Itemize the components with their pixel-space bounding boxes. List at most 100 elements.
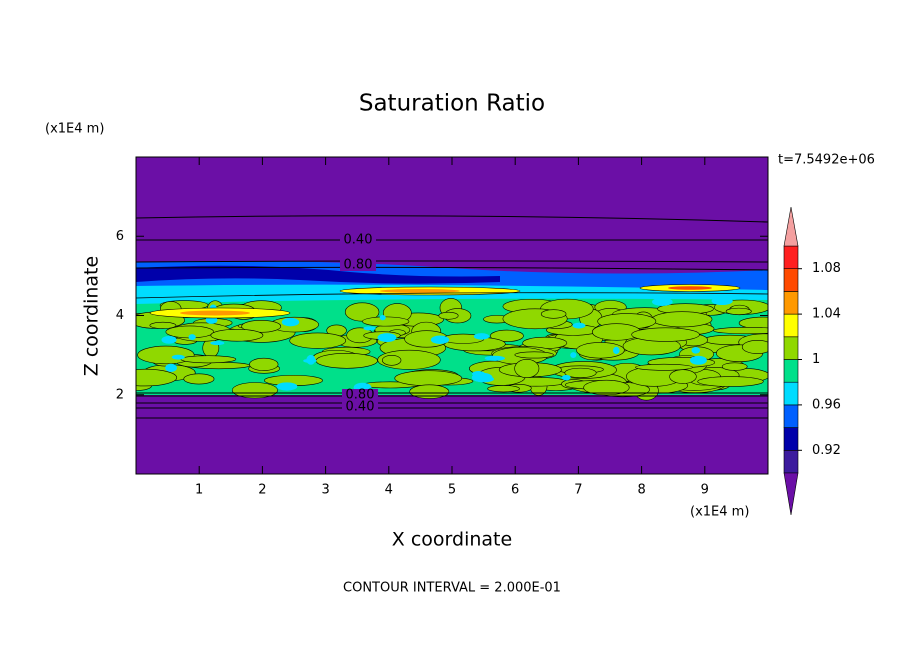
colorbar-tick-label: 0.96 [812,397,841,412]
colorbar-over [783,206,799,247]
field-patch [241,319,282,333]
field-patch [576,342,625,359]
field-patch [514,358,540,379]
field-patch [652,297,673,307]
field-patch [572,322,586,329]
contour-label-bg [340,234,376,246]
field-patch [741,339,768,354]
contour-label: 0.40 [346,400,375,415]
field-streak [668,286,712,290]
colorbar-bin [783,291,799,315]
field-patch [362,316,410,327]
field-patch [381,354,402,366]
x-tick-label: 7 [574,483,582,498]
contour-label-bg [342,401,378,413]
colorbar-tick-label: 1.04 [812,307,841,322]
contour-label: 0.80 [344,258,373,273]
field-patch [379,314,386,321]
field-patch [697,376,764,387]
contour-label: 0.80 [346,388,375,403]
x-tick-label: 8 [637,483,645,498]
field-patch [306,354,316,365]
field-patch [183,373,215,385]
field-patch [136,292,768,299]
contour-line [136,266,768,271]
y-axis-label: Z coordinate [81,256,103,376]
x-tick-label: 5 [448,483,456,498]
field-patch [583,379,630,396]
time-label: t=7.5492e+06 [778,153,875,168]
x-tick-label: 3 [321,483,329,498]
field-patch [635,363,693,371]
colorbar-bin [783,359,799,383]
field-patch [438,311,459,320]
field-patch [180,355,237,364]
x-tick-label: 6 [511,483,519,498]
field-patch [689,355,707,365]
field-patch [136,368,178,387]
field-patch [564,367,597,378]
colorbar-bin [783,313,799,338]
field-patch [165,363,177,372]
field-patch [473,333,490,340]
x-unit: (x1E4 m) [690,505,749,520]
field-patch [210,329,264,342]
field-patch [489,329,524,342]
field-patch [721,362,748,371]
colorbar-bin [783,449,799,474]
field-patch [430,335,450,345]
colorbar-bin [783,336,799,360]
field-patch [188,334,196,340]
field-patch [591,323,642,341]
field-patch [289,332,347,349]
colorbar-tick-label: 0.92 [812,443,841,458]
field-patch [149,321,177,329]
x-tick-label: 2 [258,483,266,498]
field-patch [631,327,700,342]
field-patch [570,352,577,358]
x-tick-label: 9 [701,483,709,498]
field-patch [471,372,493,383]
footer: CONTOUR INTERVAL = 2.000E-01 [343,581,561,596]
field-patch [161,335,177,344]
colorbar-under [783,472,799,516]
field-patch [315,352,378,369]
contour-line [136,260,768,263]
colorbar-bin [783,245,799,270]
field-patch [210,341,225,346]
field-patch [691,347,701,354]
contour-line [136,215,768,223]
x-tick-label: 1 [195,483,203,498]
colorbar-bin [783,268,799,292]
field-streak [180,310,250,316]
y-tick-label: 2 [116,387,124,402]
x-tick-label: 4 [385,483,393,498]
field-patch [377,333,397,343]
field-patch [363,326,376,331]
y-unit: (x1E4 m) [45,122,104,137]
contour-label-bg [342,389,378,401]
colorbar-tick-label: 1.08 [812,261,841,276]
field-patch [409,384,450,399]
field-patch [249,357,279,371]
field-patch [711,297,733,306]
colorbar-bin [783,427,799,451]
field-patch [487,385,520,393]
field-patch [231,382,278,399]
contour-label-bg [340,259,376,271]
field-patch [651,311,713,328]
field-patch [561,374,571,381]
y-tick-label: 6 [116,229,124,244]
x-axis-label: X coordinate [392,529,512,551]
field-patch [514,351,554,359]
contour-field: 0.400.800.800.40 [136,157,768,474]
field-patch [669,369,697,384]
colorbar-bin [783,381,799,406]
field-dark [136,265,500,284]
field-patch [725,307,752,315]
field-patch [394,370,463,387]
field-patch [344,302,380,322]
field-patch [276,382,298,391]
contour-label: 0.40 [344,233,373,248]
